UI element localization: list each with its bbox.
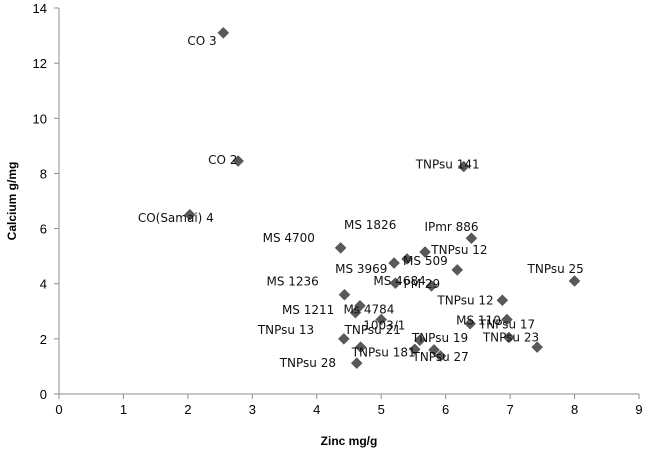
point-label: MS 1236 — [266, 275, 318, 289]
point-label: MS 1826 — [344, 218, 396, 232]
point-label: TNPsu 12 — [430, 243, 487, 257]
data-point — [464, 317, 477, 330]
x-tick-label: 5 — [378, 402, 385, 417]
x-tick-label: 8 — [571, 402, 578, 417]
data-point — [419, 246, 431, 258]
point-label: TNPsu 28 — [279, 356, 336, 370]
point-label: TNPsu 13 — [257, 323, 314, 337]
data-point — [350, 357, 363, 369]
data-point — [375, 313, 388, 326]
point-label: PM 29 — [403, 277, 440, 291]
data-points — [183, 26, 581, 369]
data-point — [425, 280, 438, 292]
data-point — [389, 277, 402, 290]
x-tick-label: 7 — [506, 402, 513, 417]
x-tick-label: 3 — [249, 402, 256, 417]
data-point — [408, 343, 421, 356]
point-label: TNPsu 17 — [478, 318, 535, 332]
point-label: MS 4684 — [373, 274, 425, 288]
point-label: 1003/1 — [363, 319, 405, 333]
data-point — [183, 208, 196, 221]
data-point — [465, 232, 478, 245]
point-label: TNPsu 141 — [415, 158, 480, 172]
point-labels: CO 3 CO 2 CO(Samai) 4 TNPsu 141 IPmr 886 MS 1… — [138, 34, 584, 370]
x-tick-label: 1 — [120, 402, 127, 417]
point-label: MS 1211 — [282, 303, 334, 317]
data-point — [334, 242, 347, 254]
point-label: MS 509 — [403, 254, 448, 268]
y-tick-label: 10 — [33, 111, 47, 126]
point-label: TNPsu 21 — [344, 323, 401, 337]
point-label: MS 110 — [456, 314, 501, 328]
y-tick-label: 6 — [40, 222, 47, 237]
data-point — [502, 331, 515, 344]
point-label: TNPsu 27 — [412, 350, 469, 364]
point-label: Ms 4784 — [343, 303, 394, 317]
data-point — [531, 341, 544, 353]
x-tick-label: 9 — [635, 402, 642, 417]
data-point — [451, 264, 464, 276]
y-tick-label: 2 — [40, 332, 47, 347]
data-point — [232, 155, 245, 167]
y-tick-label: 8 — [40, 166, 47, 181]
x-tick-label: 4 — [313, 402, 320, 417]
data-point — [501, 313, 513, 326]
data-point — [414, 334, 426, 347]
data-point — [496, 294, 509, 307]
x-axis-title: Zinc mg/g — [321, 434, 378, 448]
data-point — [338, 288, 351, 301]
point-label: IPmr 886 — [424, 220, 478, 234]
point-label: MS 4700 — [263, 231, 315, 245]
data-point — [568, 275, 581, 287]
x-tick-label: 2 — [184, 402, 191, 417]
data-point — [337, 333, 350, 345]
y-tick-labels: 0 2 4 6 8 10 12 14 — [33, 1, 47, 402]
axes — [54, 7, 640, 399]
point-label: CO 2 — [208, 153, 237, 167]
data-point — [354, 299, 366, 312]
data-point — [401, 253, 413, 265]
data-point — [388, 257, 400, 269]
point-label: TNPsu 12 — [436, 293, 493, 307]
x-tick-label: 6 — [442, 402, 449, 417]
point-label: TNPsu 19 — [411, 331, 468, 345]
point-label: CO 3 — [187, 34, 216, 48]
point-label: MS 3969 — [335, 262, 387, 276]
point-label: TNPsu 23 — [482, 330, 539, 344]
x-tick-labels: 0 1 2 3 4 5 6 7 8 9 — [55, 402, 642, 417]
y-tick-label: 4 — [40, 277, 47, 292]
data-point — [354, 341, 367, 353]
data-point — [217, 26, 230, 39]
point-label: TNPsu 181 — [351, 345, 416, 359]
y-tick-label: 0 — [40, 387, 47, 402]
point-label: TNPsu 25 — [527, 262, 584, 276]
data-point — [349, 306, 362, 319]
x-tick-label: 0 — [55, 402, 62, 417]
data-point — [457, 160, 470, 173]
point-label: CO(Samai) 4 — [138, 211, 214, 225]
y-tick-label: 14 — [33, 1, 47, 16]
y-axis-title: Calcium g/mg — [5, 162, 19, 241]
y-tick-label: 12 — [33, 56, 47, 71]
data-point — [434, 350, 447, 362]
data-point — [428, 344, 440, 356]
